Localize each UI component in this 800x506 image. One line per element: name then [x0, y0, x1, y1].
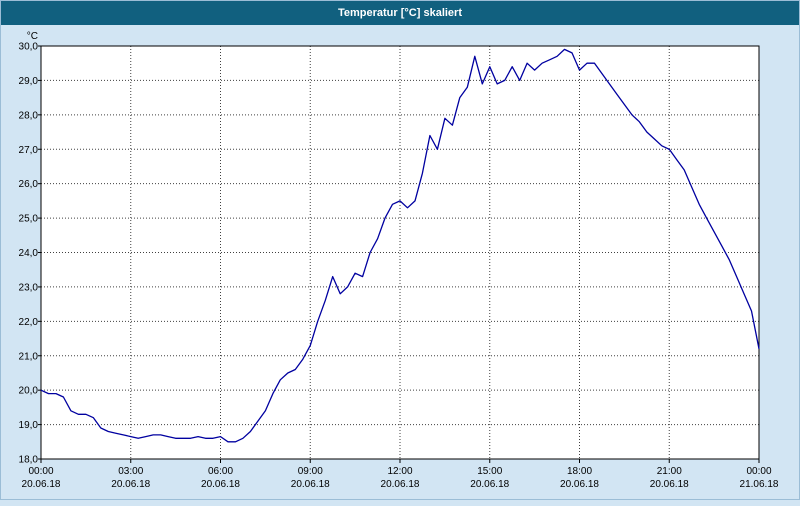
x-tick-time-label: 00:00: [28, 466, 53, 477]
chart-area: °C 30,0 29,0 28,0 27,0 26,0 25,0 24,0 23,0 22,0 21…: [1, 25, 800, 501]
y-tick-label: 30,0: [19, 42, 39, 53]
x-tick-date-label: 20.06.18: [201, 479, 240, 490]
plot-background: [41, 46, 759, 459]
y-tick-label: 28,0: [19, 110, 39, 121]
x-tick-date-label: 21.06.18: [740, 479, 779, 490]
x-tick-time-label: 18:00: [567, 466, 592, 477]
x-tick-time-label: 09:00: [298, 466, 323, 477]
x-tick-time-label: 21:00: [657, 466, 682, 477]
x-tick-time-label: 15:00: [477, 466, 502, 477]
x-tick-time-label: 06:00: [208, 466, 233, 477]
x-tick-date-label: 20.06.18: [22, 479, 61, 490]
y-tick-label: 27,0: [19, 145, 39, 156]
x-tick-date-label: 20.06.18: [470, 479, 509, 490]
x-tick-date-label: 20.06.18: [650, 479, 689, 490]
y-tick-label: 18,0: [19, 455, 39, 466]
x-tick-time-label: 03:00: [118, 466, 143, 477]
x-tick-time-label: 00:00: [746, 466, 771, 477]
y-axis-labels: 30,0 29,0 28,0 27,0 26,0 25,0 24,0 23,0 22,0 21,0…: [19, 42, 41, 466]
chart-title: Temperatur [°C] skaliert: [337, 7, 462, 19]
y-tick-label: 20,0: [19, 386, 39, 397]
y-tick-label: 21,0: [19, 351, 39, 362]
x-tick-date-label: 20.06.18: [111, 479, 150, 490]
y-tick-label: 19,0: [19, 420, 39, 431]
x-tick-date-label: 20.06.18: [381, 479, 420, 490]
y-axis-unit-label: °C: [27, 31, 38, 42]
title-bar: Temperatur [°C] skaliert: [1, 1, 799, 25]
chart-svg: °C30,0 29,0 28,0 27,0 26,0 25,0 24,0 23,0 22,0 21…: [19, 31, 779, 490]
y-tick-label: 24,0: [19, 248, 39, 259]
y-tick-label: 26,0: [19, 179, 39, 190]
y-tick-label: 29,0: [19, 76, 39, 87]
x-tick-time-label: 12:00: [387, 466, 412, 477]
temperature-line: [40, 48, 760, 443]
y-tick-label: 22,0: [19, 317, 39, 328]
y-tick-label: 23,0: [19, 282, 39, 293]
x-tick-date-label: 20.06.18: [291, 479, 330, 490]
x-axis-labels: 00:00 20.06.18 03:00 20.06.18 06:00 20.06.18 0…: [22, 459, 779, 490]
y-tick-label: 25,0: [19, 214, 39, 225]
x-tick-date-label: 20.06.18: [560, 479, 599, 490]
